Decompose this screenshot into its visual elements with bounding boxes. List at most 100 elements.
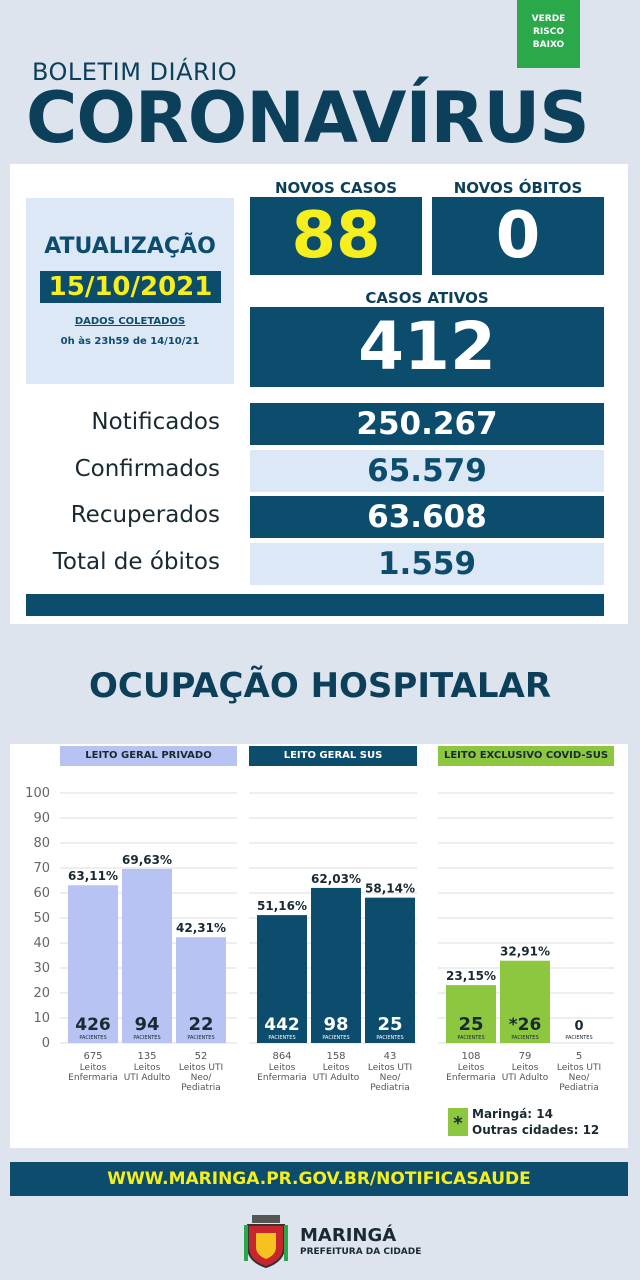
total-value-notified: 250.267	[250, 403, 604, 445]
group-header-sus: LEITO GERAL SUS	[249, 746, 417, 766]
page-title: CORONAVÍRUS	[26, 77, 590, 159]
bar	[68, 885, 118, 1043]
beds-count: 52	[195, 1051, 208, 1062]
footnote-symbol: *	[448, 1108, 468, 1136]
collected-range: 0h às 23h59 de 14/10/21	[60, 336, 200, 347]
y-tick-label: 40	[33, 936, 50, 951]
total-value-recovered: 63.608	[250, 496, 604, 538]
bar	[500, 960, 550, 1043]
update-label: ATUALIZAÇÃO	[44, 234, 216, 259]
bar	[257, 915, 307, 1043]
bar-percent-label: 69,63%	[122, 853, 172, 867]
beds-count: 43	[384, 1051, 397, 1062]
occupancy-chart: 010203040506070809010063,11%426PACIENTES…	[25, 786, 614, 1093]
patients-label: PACIENTES	[457, 1035, 484, 1041]
y-tick-label: 10	[33, 1011, 50, 1026]
bed-type-label: Neo/	[569, 1073, 591, 1083]
patients-label: PACIENTES	[322, 1035, 349, 1041]
bar	[176, 937, 226, 1043]
new-cases-label: NOVOS CASOS	[275, 179, 397, 197]
patients-label: PACIENTES	[511, 1035, 538, 1041]
bar-percent-label: 32,91%	[500, 945, 550, 959]
beds-count: 5	[576, 1051, 582, 1062]
active-cases-label: CASOS ATIVOS	[365, 289, 489, 307]
patients-label: PACIENTES	[133, 1035, 160, 1041]
beds-count: 158	[326, 1051, 345, 1062]
total-value-deaths: 1.559	[250, 543, 604, 585]
total-label-confirmed: Confirmados	[74, 456, 220, 482]
bed-type-label: UTI Adulto	[313, 1073, 360, 1083]
y-tick-label: 50	[33, 911, 50, 926]
bed-type-label: Leitos UTI	[179, 1063, 223, 1073]
footnote-line-other: Outras cidades: 12	[472, 1123, 600, 1137]
patients-label: PACIENTES	[187, 1035, 214, 1041]
bar-percent-label: 23,15%	[446, 969, 496, 983]
active-cases-value: 412	[250, 307, 604, 387]
bar-percent-label: 58,14%	[365, 882, 415, 896]
bed-type-label: Leitos	[269, 1063, 296, 1073]
bed-type-label: Neo/	[380, 1073, 402, 1083]
bulletin-bottom-bar	[26, 594, 604, 616]
new-deaths-label: NOVOS ÓBITOS	[453, 179, 583, 197]
new-cases-value: 88	[250, 197, 422, 275]
update-date: 15/10/2021	[40, 271, 221, 303]
risk-line: RISCO	[532, 27, 565, 37]
y-tick-label: 0	[42, 1036, 50, 1051]
y-tick-label: 20	[33, 986, 50, 1001]
footnote-line-maringa: Maringá: 14	[472, 1107, 553, 1121]
notification-url[interactable]: WWW.MARINGA.PR.GOV.BR/NOTIFICASAUDE	[10, 1162, 628, 1196]
bed-type-label: UTI Adulto	[502, 1073, 549, 1083]
bed-type-label: Enfermaria	[446, 1073, 496, 1083]
risk-line: VERDE	[531, 14, 566, 24]
y-tick-label: 100	[25, 786, 50, 801]
patients-label: PACIENTES	[376, 1035, 403, 1041]
bed-type-label: Leitos	[80, 1063, 107, 1073]
bar	[365, 897, 415, 1043]
bar-percent-label: 42,31%	[176, 921, 226, 935]
hospital-section-title: OCUPAÇÃO HOSPITALAR	[88, 666, 552, 706]
patients-count: *26	[509, 1015, 542, 1035]
bed-type-label: Pediatria	[559, 1083, 599, 1093]
bed-type-label: Leitos UTI	[368, 1063, 412, 1073]
y-tick-label: 80	[33, 836, 50, 851]
beds-count: 675	[83, 1051, 102, 1062]
bed-type-label: Enfermaria	[257, 1073, 307, 1083]
y-tick-label: 60	[33, 886, 50, 901]
total-label-recovered: Recuperados	[70, 502, 220, 528]
bar-percent-label: 63,11%	[68, 869, 118, 883]
group-header-covid: LEITO EXCLUSIVO COVID-SUS	[438, 746, 614, 766]
svg-text:*: *	[453, 1113, 463, 1134]
patients-count: 98	[323, 1014, 348, 1035]
patients-count: 25	[458, 1014, 483, 1035]
bar	[122, 868, 172, 1043]
total-label-deaths: Total de óbitos	[52, 549, 220, 575]
bar	[311, 887, 361, 1043]
beds-count: 79	[519, 1051, 532, 1062]
bed-type-label: Leitos UTI	[557, 1063, 601, 1073]
bar-percent-label: 62,03%	[311, 872, 361, 886]
beds-count: 135	[137, 1051, 156, 1062]
beds-count: 864	[272, 1051, 291, 1062]
bar-percent-label: 51,16%	[257, 899, 307, 913]
collected-title: DADOS COLETADOS	[74, 316, 186, 327]
patients-count: 0	[574, 1019, 583, 1034]
bed-type-label: Leitos	[458, 1063, 485, 1073]
patients-count: 22	[188, 1014, 213, 1035]
city-coat-of-arms-icon	[244, 1215, 288, 1269]
patients-count: 25	[377, 1014, 402, 1035]
patients-count: 426	[75, 1015, 111, 1035]
bed-type-label: Enfermaria	[68, 1073, 118, 1083]
group-header-private: LEITO GERAL PRIVADO	[60, 746, 237, 766]
city-subtitle: PREFEITURA DA CIDADE	[300, 1247, 422, 1257]
patients-label: PACIENTES	[268, 1035, 295, 1041]
y-tick-label: 90	[33, 811, 50, 826]
patients-count: 442	[264, 1015, 300, 1035]
patients-label: PACIENTES	[79, 1035, 106, 1041]
city-name: MARINGÁ	[300, 1225, 397, 1246]
risk-level-badge: VERDE RISCO BAIXO	[517, 0, 580, 68]
total-label-notified: Notificados	[91, 409, 220, 435]
risk-line: BAIXO	[532, 40, 565, 50]
bed-type-label: Leitos	[134, 1063, 161, 1073]
bed-type-label: Neo/	[191, 1073, 213, 1083]
page-subtitle: BOLETIM DIÁRIO	[32, 58, 238, 86]
